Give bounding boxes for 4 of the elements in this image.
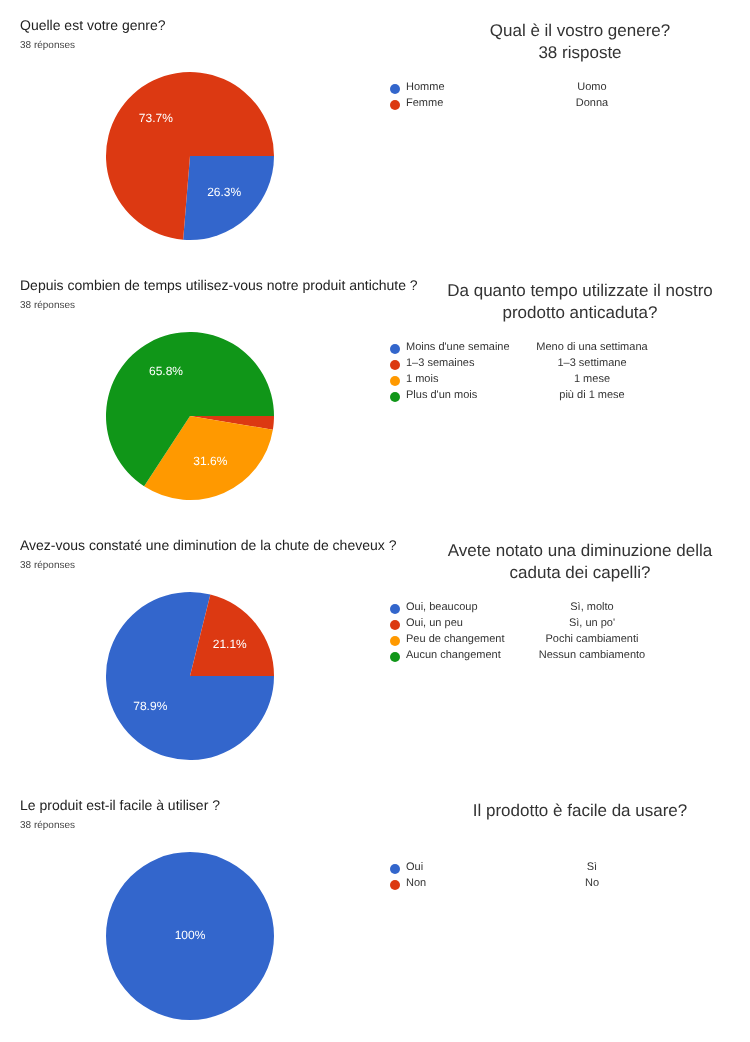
text: Da quanto tempo utilizzate il nostro prodotto anticaduta? xyxy=(445,280,715,323)
text: Il prodotto è facile da usare? xyxy=(470,800,690,822)
text: Qual è il vostro genere? 38 risposte xyxy=(487,20,673,63)
text: Avete notato una diminuzione della caduta dei capelli? xyxy=(445,540,715,583)
